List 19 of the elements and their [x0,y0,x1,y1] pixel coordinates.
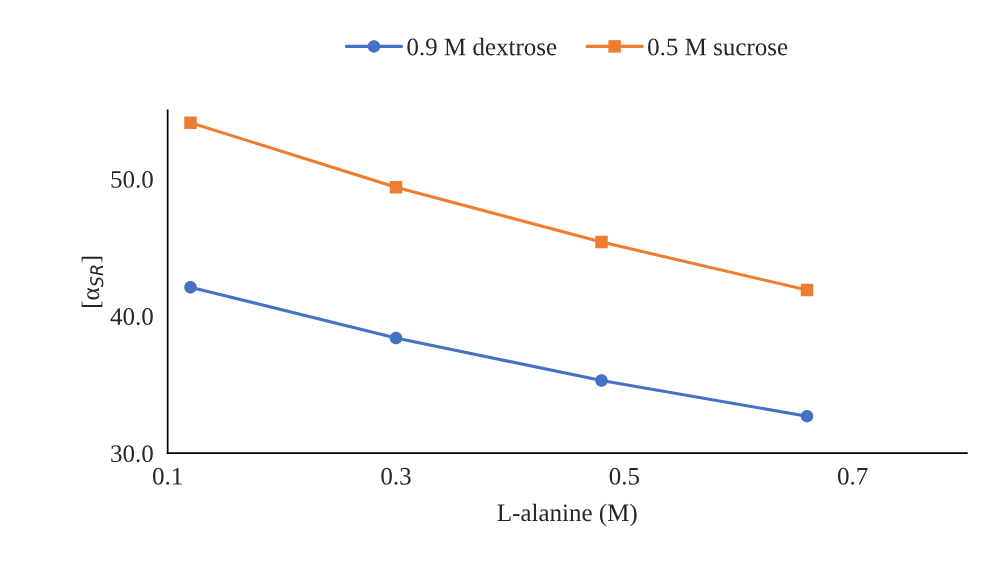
x-axis-title: L-alanine (M) [497,503,637,527]
y-tick-label: 50.0 [111,171,153,188]
x-tick-label: 0.5 [609,467,639,485]
point [595,374,608,387]
legend-label: 0.9 M dextrose [407,37,557,56]
x-tick-label: 0.7 [838,467,868,485]
point [595,235,608,249]
point [800,283,814,297]
point [184,116,197,129]
point [389,180,403,194]
point [389,331,403,345]
y-tick-label: 30.0 [111,445,153,463]
point [184,281,197,294]
legend-label: 0.5 M sucrose [648,38,788,56]
x-tick-label: 0.3 [381,467,411,485]
point [800,409,814,423]
y-tick-label: 40.0 [110,308,153,326]
y-axis-title: [α$_{SR}$] [81,256,104,307]
x-tick-label: 0.1 [153,467,182,485]
